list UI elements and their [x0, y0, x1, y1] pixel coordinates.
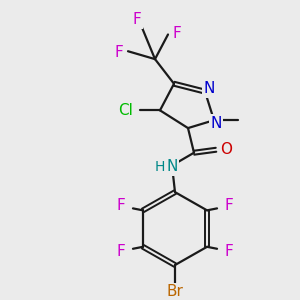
Text: F: F [172, 26, 182, 41]
Text: F: F [117, 198, 125, 213]
Text: F: F [225, 198, 233, 213]
Text: N: N [210, 116, 222, 131]
Text: Cl: Cl [118, 103, 134, 118]
Text: Br: Br [167, 284, 183, 299]
Text: F: F [115, 45, 123, 60]
Text: F: F [225, 244, 233, 259]
Text: H: H [155, 160, 165, 173]
Text: N: N [166, 159, 178, 174]
Text: F: F [133, 12, 141, 27]
Text: N: N [203, 81, 215, 96]
Text: F: F [117, 244, 125, 259]
Text: O: O [220, 142, 232, 157]
